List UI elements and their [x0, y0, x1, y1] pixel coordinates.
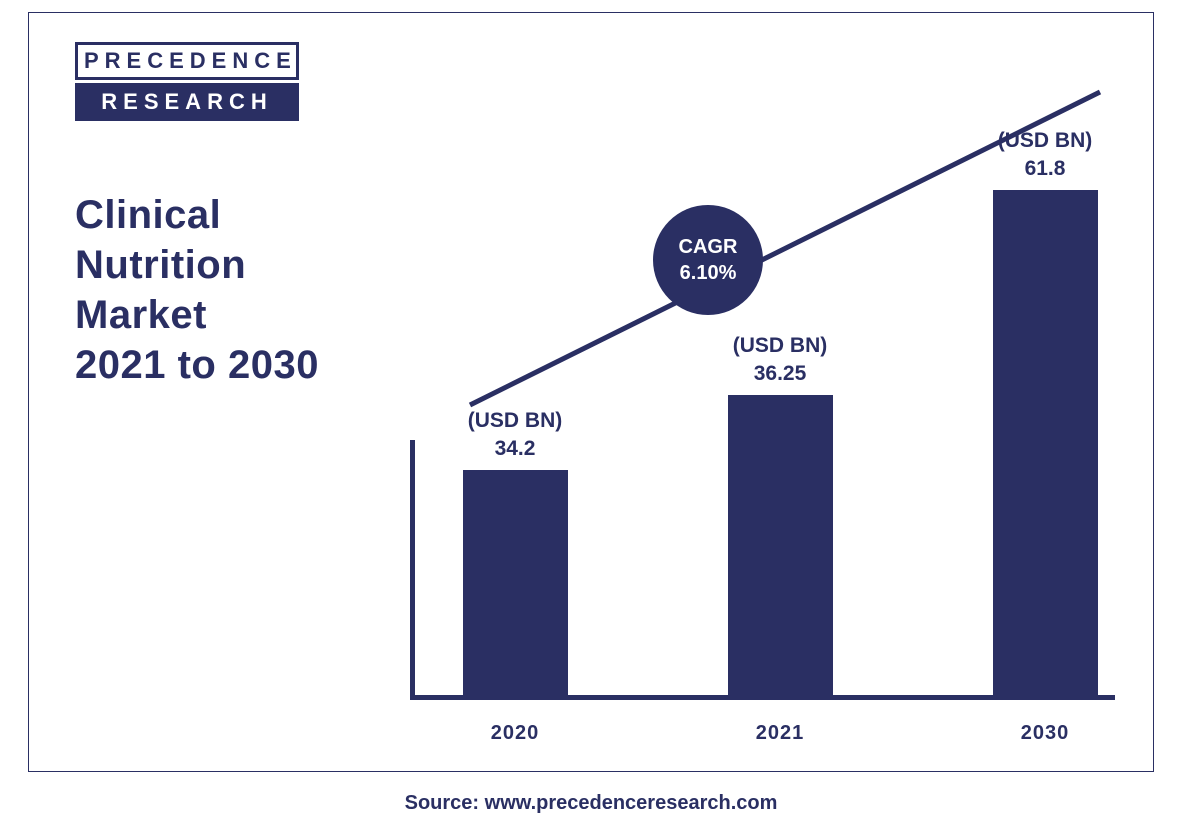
cagr-label: CAGR: [679, 234, 738, 260]
title-line3: Market: [75, 290, 319, 340]
title-line4: 2021 to 2030: [75, 340, 319, 390]
title-line1: Clinical: [75, 190, 319, 240]
y-axis: [410, 440, 415, 700]
logo-top-row: PRECEDENCE: [75, 42, 299, 80]
chart-title: Clinical Nutrition Market 2021 to 2030: [75, 190, 319, 390]
unit-label: (USD BN): [700, 332, 860, 359]
bar-chart: (USD BN)34.22020(USD BN)36.252021(USD BN…: [410, 60, 1115, 700]
value-label: 36.25: [700, 360, 860, 387]
logo-line1: PRECEDENCE: [84, 48, 290, 74]
bar-2020: [463, 470, 568, 695]
cagr-badge: CAGR6.10%: [653, 205, 763, 315]
title-line2: Nutrition: [75, 240, 319, 290]
bar-label-2030: (USD BN)61.8: [965, 127, 1125, 182]
unit-label: (USD BN): [965, 127, 1125, 154]
bar-label-2021: (USD BN)36.25: [700, 332, 860, 387]
logo-bottom-row: RESEARCH: [75, 83, 299, 121]
value-label: 61.8: [965, 155, 1125, 182]
unit-label: (USD BN): [435, 407, 595, 434]
source-url: www.precedenceresearch.com: [485, 792, 778, 814]
value-label: 34.2: [435, 435, 595, 462]
x-axis: [410, 695, 1115, 700]
source-citation: Source: www.precedenceresearch.com: [0, 792, 1182, 815]
x-label-2021: 2021: [720, 722, 840, 745]
bar-label-2020: (USD BN)34.2: [435, 407, 595, 462]
brand-logo: PRECEDENCE RESEARCH: [75, 42, 299, 124]
bar-2030: [993, 190, 1098, 695]
bar-2021: [728, 395, 833, 695]
source-prefix: Source:: [405, 792, 485, 814]
cagr-value: 6.10%: [680, 260, 737, 286]
x-label-2020: 2020: [455, 722, 575, 745]
x-label-2030: 2030: [985, 722, 1105, 745]
logo-line2: RESEARCH: [84, 89, 290, 115]
